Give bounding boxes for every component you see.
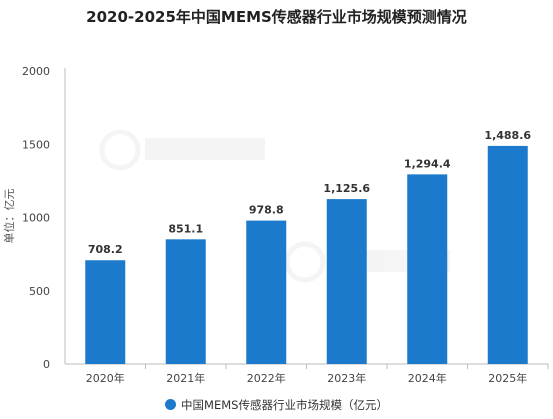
y-tick-label: 500 — [29, 285, 50, 298]
x-tick-label: 2021年 — [166, 371, 205, 385]
x-tick-label: 2022年 — [247, 371, 286, 385]
bar — [85, 260, 126, 364]
bar — [487, 145, 528, 364]
bar-value-label: 1,294.4 — [404, 157, 451, 170]
bar — [246, 220, 287, 364]
bar — [407, 174, 448, 364]
bar — [326, 199, 367, 364]
bar-value-label: 978.8 — [249, 204, 284, 217]
y-axis-label: 单位：亿元 — [2, 189, 16, 244]
bar-value-label: 1,488.6 — [484, 129, 531, 142]
bar-value-label: 1,125.6 — [323, 182, 370, 195]
bar-value-label: 708.2 — [88, 243, 123, 256]
legend: 中国MEMS传感器行业市场规模（亿元） — [0, 397, 553, 413]
x-tick-label: 2020年 — [86, 371, 125, 385]
y-tick-label: 0 — [43, 358, 50, 371]
legend-label: 中国MEMS传感器行业市场规模（亿元） — [181, 398, 388, 412]
legend-marker — [165, 399, 177, 410]
x-tick-label: 2023年 — [327, 371, 366, 385]
x-tick-label: 2024年 — [408, 371, 447, 385]
x-tick-label: 2025年 — [488, 371, 527, 385]
y-tick-label: 1000 — [22, 212, 50, 225]
y-tick-label: 1500 — [22, 138, 50, 151]
bar-value-label: 851.1 — [168, 222, 203, 235]
y-tick-label: 2000 — [22, 65, 50, 78]
bar — [165, 239, 206, 364]
chart-title: 2020-2025年中国MEMS传感器行业市场规模预测情况 — [86, 8, 467, 26]
